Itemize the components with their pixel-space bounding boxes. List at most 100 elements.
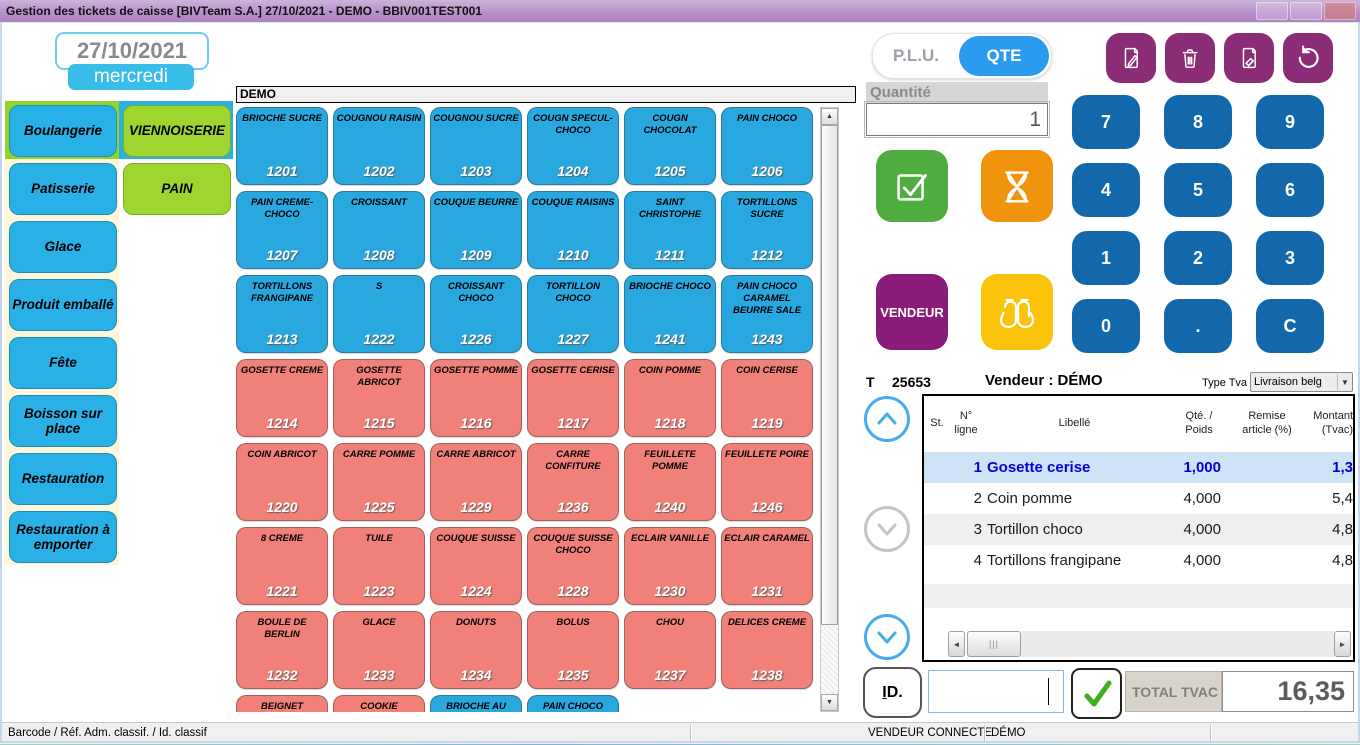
product-button[interactable]: COUQUE SUISSE CHOCO 1228 — [527, 527, 619, 605]
product-button[interactable]: BRIOCHE SUCRE 1201 — [236, 107, 328, 185]
scrollbar-thumb[interactable] — [821, 125, 838, 625]
keypad-key-8[interactable]: 8 — [1164, 95, 1232, 149]
product-button[interactable]: DELICES CREME 1238 — [721, 611, 813, 689]
product-button[interactable]: S 1222 — [333, 275, 425, 353]
category-button-produit-emball-[interactable]: Produit emballé — [9, 279, 117, 331]
keypad-key-4[interactable]: 4 — [1072, 163, 1140, 217]
edit-ticket-button[interactable] — [1106, 33, 1156, 83]
category-button-restauration-emporter[interactable]: Restauration à emporter — [9, 511, 117, 563]
keypad-key-6[interactable]: 6 — [1256, 163, 1324, 217]
product-button[interactable]: COIN POMME 1218 — [624, 359, 716, 437]
undo-button[interactable] — [1283, 33, 1333, 83]
product-button[interactable]: BOLUS 1235 — [527, 611, 619, 689]
product-button[interactable]: GOSETTE POMME 1216 — [430, 359, 522, 437]
product-button[interactable]: SAINT CHRISTOPHE 1211 — [624, 191, 716, 269]
product-button[interactable]: FEUILLETE POMME 1240 — [624, 443, 716, 521]
product-button[interactable]: COIN ABRICOT 1220 — [236, 443, 328, 521]
minimize-button[interactable] — [1256, 2, 1288, 20]
product-button[interactable]: GOSETTE ABRICOT 1215 — [333, 359, 425, 437]
keypad-key-3[interactable]: 3 — [1256, 231, 1324, 285]
erase-line-button[interactable] — [1224, 33, 1274, 83]
product-button[interactable]: CHOU 1237 — [624, 611, 716, 689]
hold-ticket-button[interactable] — [981, 150, 1053, 222]
scroll-right-arrow-icon[interactable]: ► — [1334, 631, 1351, 657]
product-button[interactable]: PAIN CHOCO — [527, 695, 619, 712]
tva-type-select[interactable]: Livraison belg ▼ — [1250, 372, 1353, 392]
product-button[interactable]: COUGNOU RAISIN 1202 — [333, 107, 425, 185]
product-button[interactable]: CROISSANT 1208 — [333, 191, 425, 269]
keypad-key-2[interactable]: 2 — [1164, 231, 1232, 285]
scrollbar-track[interactable] — [821, 625, 838, 694]
product-button[interactable]: CARRE POMME 1225 — [333, 443, 425, 521]
ticket-row[interactable]: 4 Tortillons frangipane 4,000 4,8 — [924, 545, 1353, 576]
validate-button[interactable] — [876, 150, 948, 222]
product-button[interactable]: COIN CERISE 1219 — [721, 359, 813, 437]
category-button-boisson-sur-place[interactable]: Boisson sur place — [9, 395, 117, 447]
product-button[interactable]: ECLAIR VANILLE 1230 — [624, 527, 716, 605]
scroll-down-arrow-icon[interactable]: ▼ — [821, 694, 838, 711]
confirm-id-button[interactable] — [1071, 668, 1122, 719]
quantity-input[interactable] — [864, 101, 1050, 138]
product-button[interactable]: COUGN SPECUL-CHOCO 1204 — [527, 107, 619, 185]
product-button[interactable]: TORTILLONS FRANGIPANE 1213 — [236, 275, 328, 353]
category-button-pain[interactable]: PAIN — [123, 163, 231, 215]
product-button[interactable]: BRIOCHE AU — [430, 695, 522, 712]
product-button[interactable]: BEIGNET — [236, 695, 328, 712]
product-button[interactable]: FEUILLETE POIRE 1246 — [721, 443, 813, 521]
close-button[interactable] — [1324, 2, 1356, 20]
keypad-key-7[interactable]: 7 — [1072, 95, 1140, 149]
id-scan-input[interactable] — [928, 670, 1064, 713]
category-button-glace[interactable]: Glace — [9, 221, 117, 273]
product-button[interactable]: CARRE CONFITURE 1236 — [527, 443, 619, 521]
product-button[interactable]: 8 CREME 1221 — [236, 527, 328, 605]
product-grid-scrollbar[interactable]: ▲ ▼ — [820, 107, 839, 712]
category-button-restauration[interactable]: Restauration — [9, 453, 117, 505]
product-button[interactable]: PAIN CREME-CHOCO 1207 — [236, 191, 328, 269]
product-button[interactable]: COOKIE — [333, 695, 425, 712]
product-button[interactable]: PAIN CHOCO 1206 — [721, 107, 813, 185]
product-button[interactable]: COUQUE SUISSE 1224 — [430, 527, 522, 605]
product-button[interactable]: ECLAIR CARAMEL 1231 — [721, 527, 813, 605]
product-button[interactable]: PAIN CHOCO CARAMEL BEURRE SALE 1243 — [721, 275, 813, 353]
scroll-ticket-bottom-button[interactable] — [864, 614, 910, 660]
ticket-row[interactable]: 3 Tortillon choco 4,000 4,8 — [924, 514, 1353, 545]
product-button[interactable]: COUGN CHOCOLAT 1205 — [624, 107, 716, 185]
product-button[interactable]: COUQUE BEURRE 1209 — [430, 191, 522, 269]
product-button[interactable]: TORTILLONS SUCRE 1212 — [721, 191, 813, 269]
keypad-key-0[interactable]: 0 — [1072, 299, 1140, 353]
product-button[interactable]: BRIOCHE CHOCO 1241 — [624, 275, 716, 353]
keypad-key-1[interactable]: 1 — [1072, 231, 1140, 285]
keypad-key-5[interactable]: 5 — [1164, 163, 1232, 217]
product-button[interactable]: GLACE 1233 — [333, 611, 425, 689]
product-button[interactable]: CROISSANT CHOCO 1226 — [430, 275, 522, 353]
maximize-button[interactable] — [1290, 2, 1322, 20]
scroll-ticket-up-button[interactable] — [864, 396, 910, 442]
ticket-row[interactable]: 2 Coin pomme 4,000 5,4 — [924, 483, 1353, 514]
delete-ticket-button[interactable] — [1165, 33, 1215, 83]
qte-button[interactable]: QTE — [959, 36, 1049, 76]
plu-button[interactable]: P.L.U. — [893, 46, 939, 65]
product-button[interactable]: COUQUE RAISINS 1210 — [527, 191, 619, 269]
product-button[interactable]: CARRE ABRICOT 1229 — [430, 443, 522, 521]
product-button[interactable]: TUILE 1223 — [333, 527, 425, 605]
product-button[interactable]: BOULE DE BERLIN 1232 — [236, 611, 328, 689]
scroll-left-arrow-icon[interactable]: ◄ — [948, 631, 965, 657]
product-button[interactable]: COUGNOU SUCRE 1203 — [430, 107, 522, 185]
product-button[interactable]: GOSETTE CERISE 1217 — [527, 359, 619, 437]
ticket-row[interactable]: 1 Gosette cerise 1,000 1,3 — [924, 452, 1353, 483]
keypad-key-C[interactable]: C — [1256, 299, 1324, 353]
category-button-boulangerie[interactable]: Boulangerie — [9, 105, 117, 157]
category-button-viennoiserie[interactable]: VIENNOISERIE — [123, 105, 231, 157]
search-article-button[interactable] — [981, 274, 1053, 350]
scroll-ticket-down-disabled-button[interactable] — [864, 506, 910, 552]
product-button[interactable]: GOSETTE CREME 1214 — [236, 359, 328, 437]
hscrollbar-thumb[interactable]: ||| — [967, 631, 1021, 657]
hscrollbar-track[interactable] — [1021, 631, 1334, 657]
keypad-key-.[interactable]: . — [1164, 299, 1232, 353]
category-button-patisserie[interactable]: Patisserie — [9, 163, 117, 215]
scroll-up-arrow-icon[interactable]: ▲ — [821, 108, 838, 125]
product-button[interactable]: DONUTS 1234 — [430, 611, 522, 689]
product-button[interactable]: TORTILLON CHOCO 1227 — [527, 275, 619, 353]
id-button[interactable]: ID. — [863, 667, 922, 718]
vendeur-button[interactable]: VENDEUR — [876, 274, 948, 350]
